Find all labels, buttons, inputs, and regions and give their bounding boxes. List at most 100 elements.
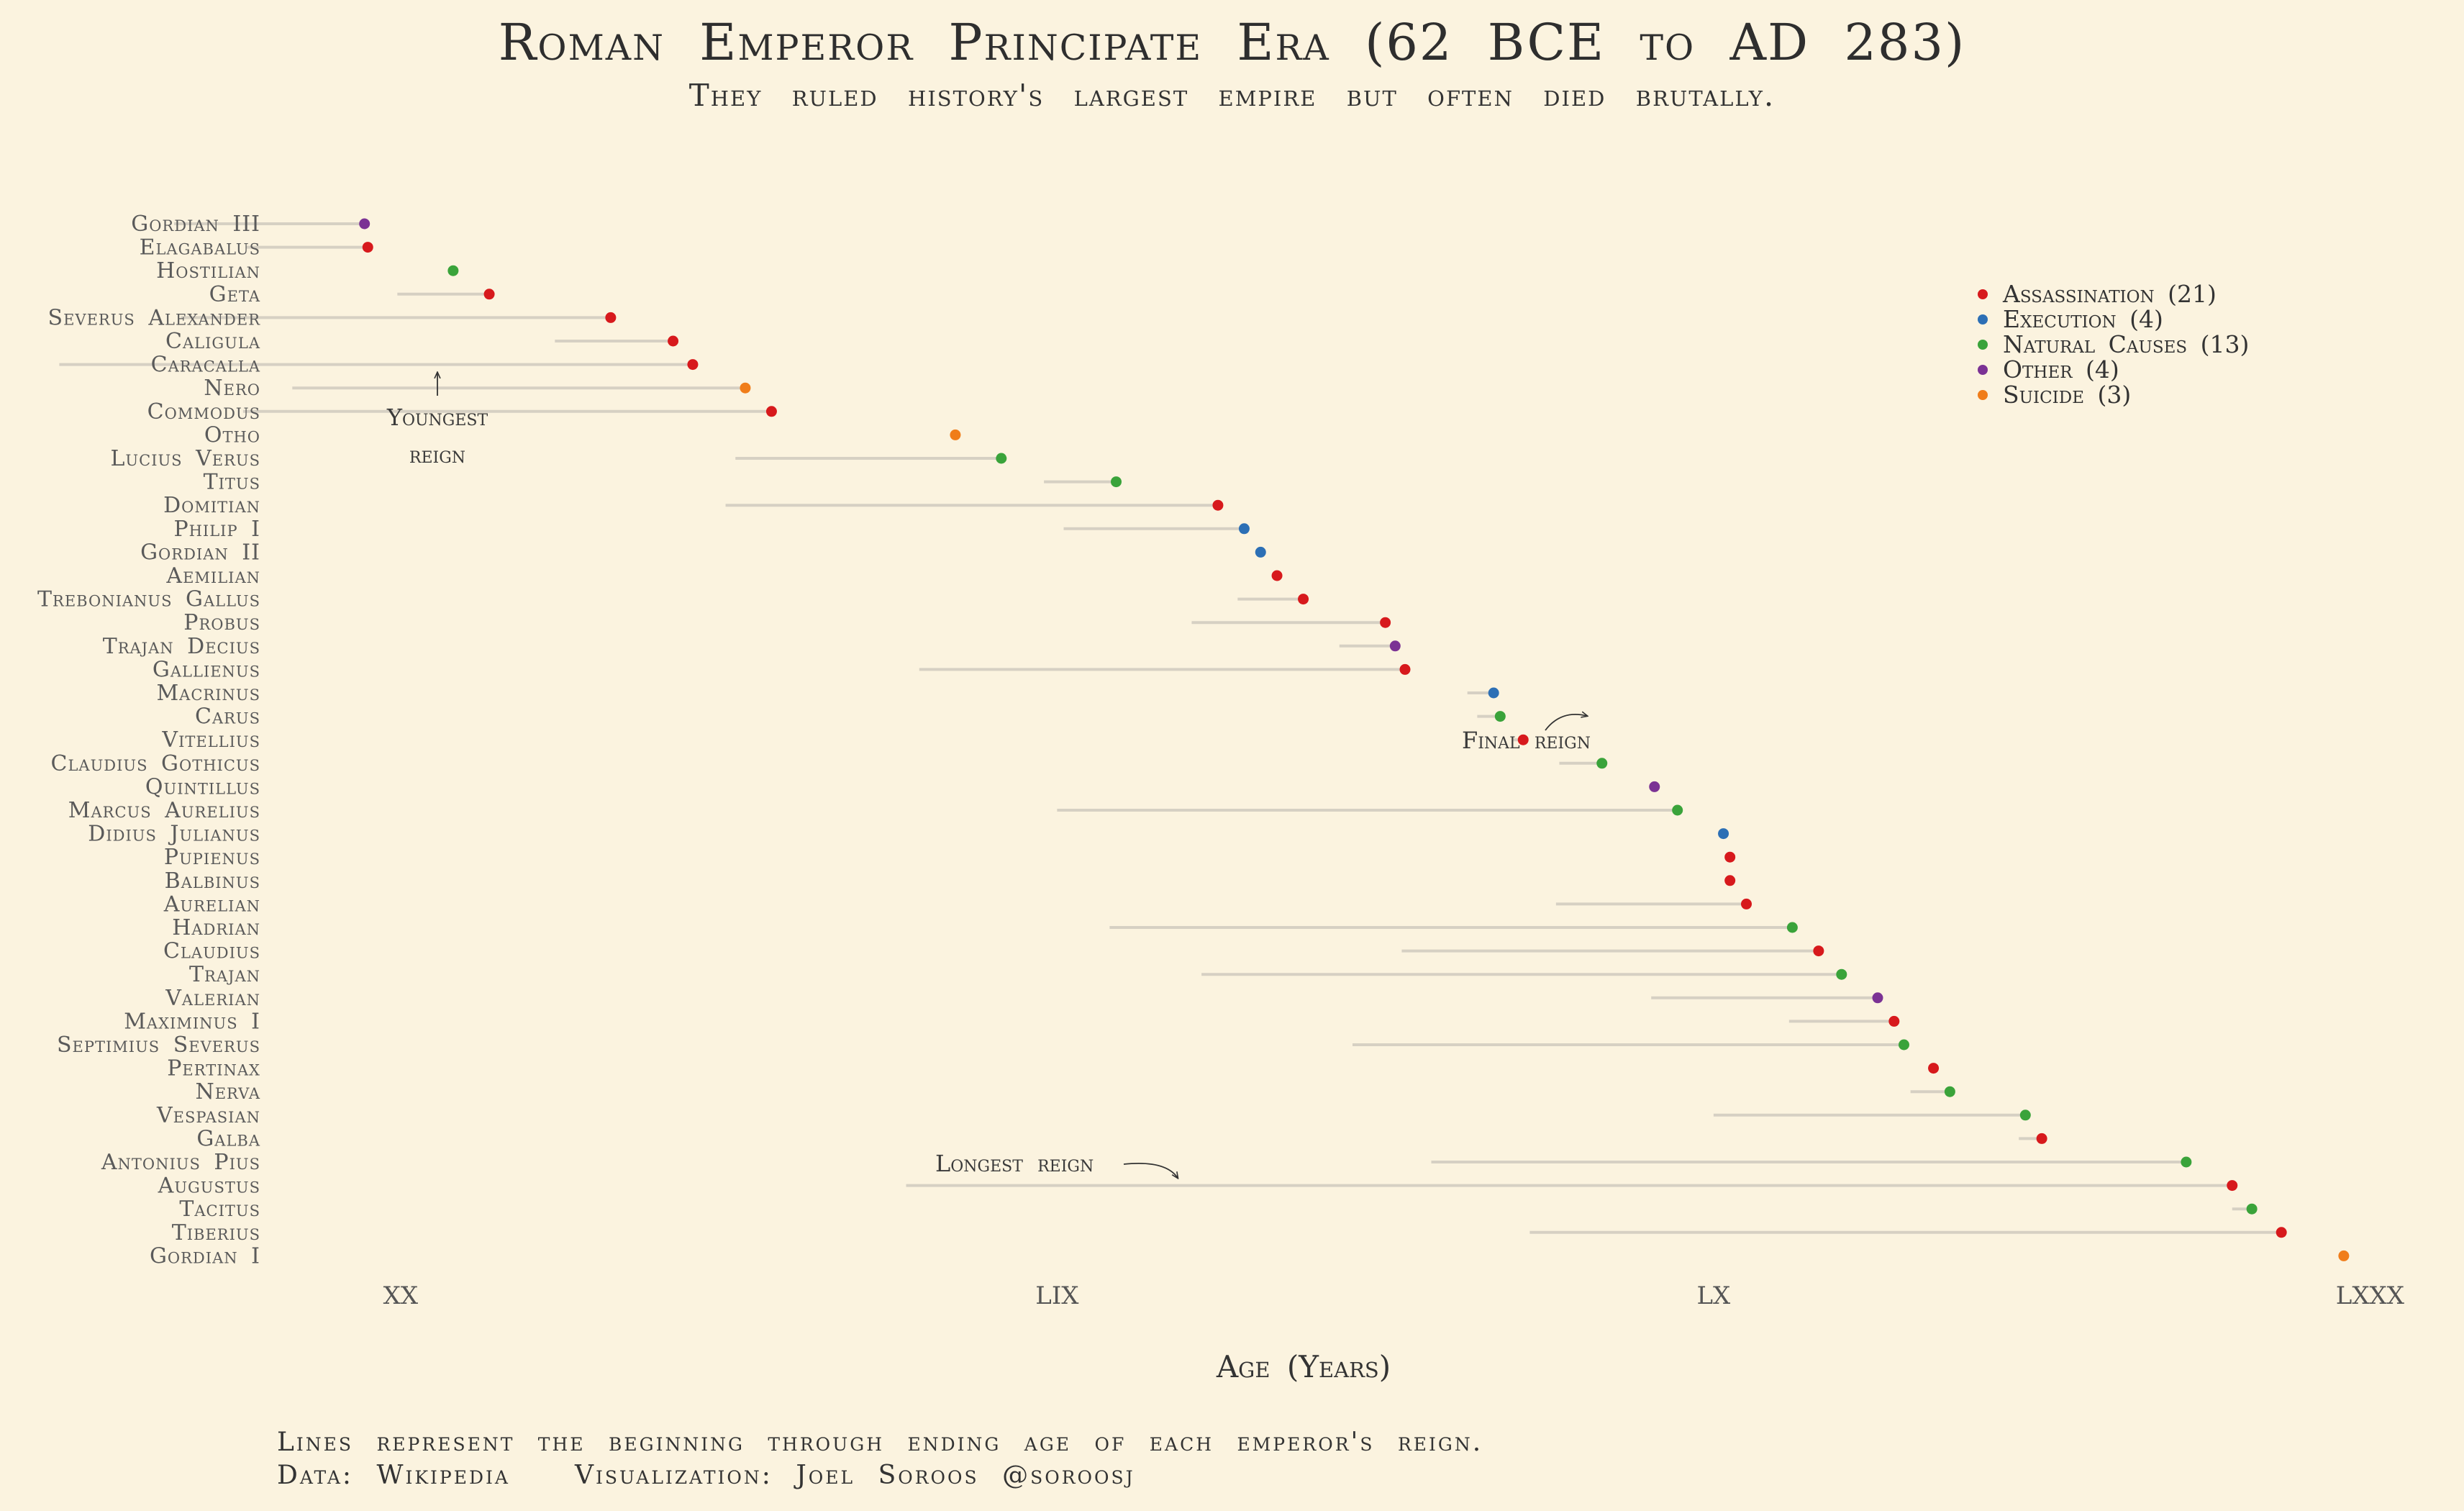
death-point [1724,851,1736,863]
reign-lines [59,222,2282,1234]
death-point [2036,1133,2047,1144]
chart-title: Roman Emperor Principate Era (62 BCE to … [498,13,1966,72]
emperor-label: Carus [195,704,260,730]
legend-swatch [1978,314,1988,325]
x-axis-title: Age (Years) [1216,1349,1391,1384]
emperor-label: Pertinax [167,1056,260,1081]
emperor-label: Gordian III [131,212,260,237]
death-point [1944,1086,1955,1097]
death-point [1389,640,1401,652]
death-point [1380,617,1391,628]
emperor-label: Trajan [189,962,260,987]
death-point [1517,734,1529,745]
death-point [668,335,679,347]
death-point [1494,711,1506,722]
emperor-label: Caligula [165,329,260,354]
annotation-longest: Longest reign [935,1150,1178,1178]
emperor-label: Otho [204,422,260,448]
death-point [1488,687,1499,699]
emperor-label: Marcus Aurelius [68,798,260,823]
death-point [996,453,1007,464]
emperor-label: Trajan Decius [103,634,260,659]
death-point [1928,1063,1940,1074]
data-credit: Data: Wikipedia [277,1461,510,1490]
death-point [1741,898,1752,909]
emperor-labels: Gordian IIIElagabalusHostilianGetaSeveru… [37,212,260,1269]
death-point [2019,1110,2031,1121]
death-point [2246,1203,2258,1215]
legend: Assassination (21)Execution (4)Natural C… [1978,280,2249,409]
emperor-label: Caracalla [151,353,260,378]
emperor-label: Tiberius [172,1220,260,1245]
x-tick-label: LIX [1035,1281,1079,1310]
emperor-label: Didius Julianus [88,822,260,847]
final-reign-arrow [1545,714,1587,731]
x-tick-label: LX [1696,1281,1731,1310]
annotation-final: Final reign [1462,714,1591,754]
emperor-label: Gallienus [153,657,260,682]
death-point [1836,968,1847,980]
death-point [1724,875,1736,886]
emperor-label: Severus Alexander [48,305,261,330]
youngest-label-line2: reign [409,441,465,468]
final-reign-label: Final reign [1462,727,1591,754]
emperor-label: Commodus [147,399,260,425]
emperor-label: Tacitus [179,1197,260,1222]
emperor-label: Nerva [195,1079,260,1104]
legend-label: Suicide (3) [2003,381,2131,409]
x-axis-ticks: XX LIX LX LXXX [383,1281,2405,1310]
emperor-label: Galba [196,1126,260,1151]
emperor-label: Aurelian [163,891,260,917]
longest-reign-arrow [1123,1162,1178,1178]
caption-note: Lines represent the beginning through en… [277,1428,1483,1457]
viz-credit: Visualization: Joel Soroos @soroosj [574,1461,1135,1490]
death-point [1718,828,1729,840]
death-point [1255,546,1266,558]
death-point [1899,1039,1909,1051]
emperor-label: Augustus [158,1174,260,1199]
emperor-label: Hostilian [156,258,260,283]
death-point [740,382,751,394]
emperor-label: Quintillus [145,774,260,799]
death-point [1212,499,1224,511]
death-point [2227,1180,2238,1192]
legend-swatch [1978,340,1988,350]
emperor-label: Hadrian [172,915,260,940]
death-point [362,242,373,253]
death-point [1596,758,1608,769]
emperor-label: Lucius Verus [111,446,261,471]
death-point [765,406,777,417]
emperor-label: Claudius [163,939,260,964]
emperor-label: Maximinus I [124,1009,260,1034]
legend-label: Assassination (21) [2002,280,2217,308]
emperor-label: Philip I [173,517,260,542]
caption-credits: Data: Wikipedia Visualization: Joel Soroo… [277,1461,1135,1490]
emperor-label: Titus [204,470,260,495]
legend-swatch [1978,390,1988,400]
death-point [687,359,699,371]
death-point [1111,476,1122,488]
emperor-label: Geta [209,282,260,307]
death-point [1238,523,1250,535]
annotation-youngest: Youngest reign [386,373,488,468]
emperor-label: Antonius Pius [101,1150,260,1175]
death-point [359,218,370,230]
x-tick-label: XX [383,1281,419,1310]
death-point [950,429,961,440]
legend-label: Other (4) [2003,355,2119,384]
emperor-label: Gordian II [140,540,260,565]
emperor-label: Aemilian [165,563,260,589]
death-point [1786,922,1798,933]
emperor-label: Vitellius [161,727,260,753]
death-point [1813,945,1824,957]
chart-subtitle: They ruled history's largest empire but … [688,78,1776,113]
emperor-label: Gordian I [150,1243,260,1269]
death-point [483,289,495,300]
emperor-label: Nero [204,376,260,401]
legend-label: Execution (4) [2003,305,2163,333]
emperor-label: Trebonianus Gallus [37,587,260,612]
emperor-label: Domitian [163,493,260,518]
legend-swatch [1978,289,1988,299]
death-point [2181,1156,2192,1168]
